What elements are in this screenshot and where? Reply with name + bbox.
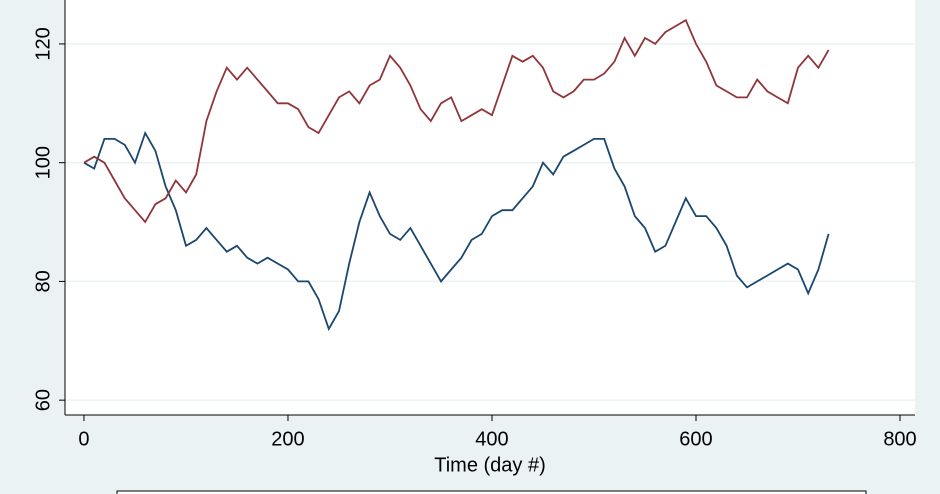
x-axis-label: Time (day #) bbox=[434, 454, 546, 476]
x-tick-label: 400 bbox=[475, 428, 508, 450]
series-line bbox=[83, 130, 830, 332]
series-line bbox=[83, 18, 830, 224]
y-tick-label: 100 bbox=[32, 146, 54, 179]
y-tick-label: 120 bbox=[32, 27, 54, 60]
legend-box bbox=[116, 490, 867, 494]
plot-area bbox=[65, 0, 915, 415]
y-tick-label: 60 bbox=[32, 389, 54, 411]
x-tick-label: 600 bbox=[679, 428, 712, 450]
x-tick-label: 0 bbox=[78, 428, 89, 450]
x-tick-label: 200 bbox=[271, 428, 304, 450]
y-tick-label: 80 bbox=[32, 270, 54, 292]
x-tick-label: 800 bbox=[883, 428, 916, 450]
